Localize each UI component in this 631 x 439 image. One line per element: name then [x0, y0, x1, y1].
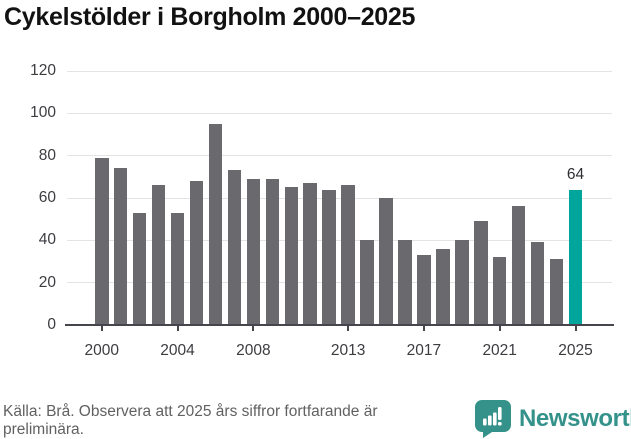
newsworthy-wordmark: Newsworthy: [519, 404, 631, 432]
bar-2019: [455, 240, 469, 325]
gridline-20: [67, 282, 612, 284]
gridline-80: [67, 155, 612, 157]
bar-2009: [265, 178, 280, 325]
newsworthy-logo: Newsworthy: [474, 399, 631, 438]
x-tick-label-2008: 2008: [236, 342, 271, 359]
bar-2016: [398, 240, 412, 325]
bar-2022: [511, 206, 526, 325]
bar-2020: [474, 221, 488, 325]
y-tick-label-40: 40: [38, 231, 56, 249]
bar-2012: [322, 189, 336, 325]
bar-2014: [360, 240, 374, 325]
bar-2021: [492, 257, 507, 325]
x-tick-2000: [100, 326, 103, 331]
bar-2015: [379, 198, 393, 325]
x-tick-2013: [347, 326, 350, 331]
bar-2017: [417, 255, 431, 325]
bar-2010: [284, 187, 298, 325]
bar-2007: [227, 170, 242, 325]
x-tick-2008: [252, 326, 255, 331]
bar-2001: [113, 168, 128, 325]
x-tick-label-2000: 2000: [84, 342, 119, 359]
bar-2023: [530, 242, 545, 325]
highlight-value-label: 64: [566, 165, 585, 183]
y-tick-label-120: 120: [30, 62, 56, 79]
y-tick-label-20: 20: [38, 273, 56, 291]
bar-2024: [549, 259, 564, 325]
x-tick-2025: [574, 326, 577, 331]
source-note: Källa: Brå. Observera att 2025 års siffr…: [3, 403, 378, 438]
gridline-100: [67, 112, 612, 114]
plot-area: 64: [67, 70, 612, 325]
y-tick-label-100: 100: [30, 104, 56, 122]
x-tick-label-2004: 2004: [160, 342, 195, 359]
bar-2011: [303, 183, 317, 325]
bar-2018: [436, 248, 450, 325]
bar-2000: [95, 157, 109, 325]
x-tick-label-2013: 2013: [330, 342, 366, 359]
y-tick-label-0: 0: [47, 316, 56, 333]
x-tick-label-2021: 2021: [482, 342, 517, 359]
gridline-60: [67, 197, 612, 199]
gridline-40: [67, 239, 612, 241]
y-tick-label-60: 60: [38, 189, 56, 206]
y-tick-label-80: 80: [38, 146, 56, 164]
x-axis-line: [65, 324, 614, 326]
x-tick-2017: [422, 326, 425, 331]
chart-title: Cykelstölder i Borgholm 2000–2025: [4, 3, 416, 31]
bar-2003: [151, 185, 166, 325]
bar-2004: [170, 212, 185, 325]
bar-2006: [208, 123, 223, 325]
bar-2008: [246, 178, 261, 325]
bar-2005: [189, 181, 204, 325]
x-tick-label-2025: 2025: [558, 342, 593, 359]
x-tick-label-2017: 2017: [406, 342, 442, 359]
bar-2013: [341, 185, 355, 325]
bar-2025: [568, 189, 583, 325]
gridline-120: [67, 70, 612, 72]
newsworthy-logo-icon: [475, 400, 511, 438]
x-tick-2021: [498, 326, 501, 331]
x-tick-2004: [176, 326, 179, 331]
bar-2002: [132, 212, 147, 325]
